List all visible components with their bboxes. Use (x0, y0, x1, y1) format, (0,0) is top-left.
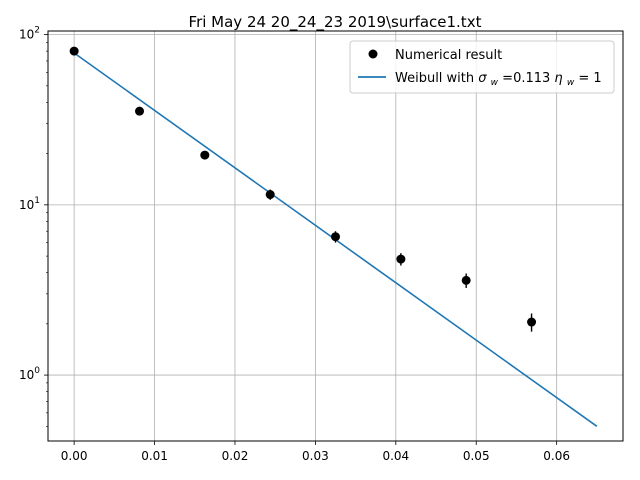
x-tick-label: 0.04 (382, 449, 409, 463)
data-point (527, 317, 537, 327)
legend-sigma-symbol: σ (478, 71, 487, 86)
points-layer (69, 46, 537, 332)
data-point (396, 254, 406, 264)
x-tick-label: 0.02 (222, 449, 249, 463)
legend-eta-subscript: w (567, 78, 575, 88)
y-tick-label: 101 (19, 196, 40, 212)
legend-sigma-subscript: w (491, 78, 499, 88)
legend-label-weibull: Weibull with σ w =0.113 η w = 1 (395, 71, 602, 89)
data-point (135, 106, 145, 116)
legend: Numerical result Weibull with σ w =0.113… (349, 40, 615, 94)
x-axis: 0.00 0.01 0.02 0.03 0.04 0.05 0.06 (61, 441, 570, 463)
legend-weibull-prefix: Weibull with (395, 71, 478, 86)
data-point (265, 190, 275, 200)
x-tick-label: 0.06 (543, 449, 570, 463)
plot-frame (47, 30, 624, 442)
legend-box (349, 40, 615, 94)
x-tick-label: 0.03 (302, 449, 329, 463)
data-point (461, 275, 471, 285)
y-axis: 100 101 102 (19, 26, 48, 427)
y-tick-label: 102 (19, 26, 40, 42)
legend-marker-numerical (368, 49, 378, 59)
legend-eta-symbol: η (554, 71, 562, 86)
grid (48, 31, 623, 441)
data-point (69, 46, 79, 56)
data-point (331, 232, 340, 242)
legend-label-numerical: Numerical result (395, 48, 502, 63)
x-tick-label: 0.05 (463, 449, 490, 463)
x-tick-label: 0.00 (61, 449, 88, 463)
x-tick-label: 0.01 (141, 449, 168, 463)
data-point (200, 150, 210, 160)
legend-eta-value: = 1 (578, 71, 601, 86)
y-tick-label: 100 (19, 366, 40, 382)
legend-sigma-value: =0.113 (502, 71, 554, 86)
chart-title: Fri May 24 20_24_23 2019\surface1.txt (189, 13, 482, 32)
